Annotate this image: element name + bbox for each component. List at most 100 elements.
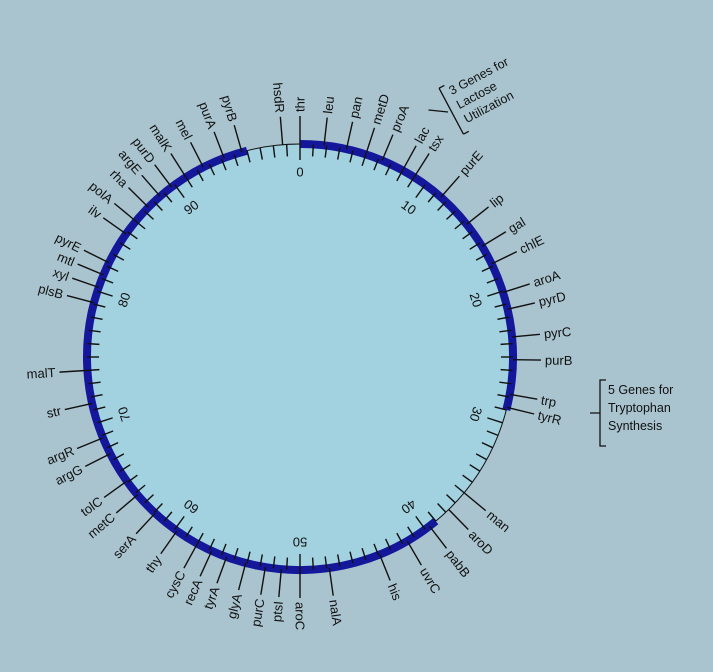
gene-label: pyrC bbox=[543, 324, 572, 342]
gene-tick bbox=[77, 438, 103, 449]
gene-tick bbox=[464, 493, 486, 511]
gene-label: polA bbox=[86, 178, 116, 206]
gene-trp: trp bbox=[510, 392, 558, 409]
gene-label: man bbox=[484, 507, 513, 535]
scale-tick bbox=[287, 144, 288, 156]
scale-tick bbox=[87, 370, 99, 371]
gene-tick bbox=[67, 296, 94, 303]
scale-tick bbox=[501, 344, 513, 345]
gene-label: ptsI bbox=[269, 600, 286, 622]
scale-tick bbox=[501, 370, 513, 371]
gene-label: purE bbox=[456, 147, 486, 178]
gene-tick bbox=[503, 284, 530, 292]
gene-tick bbox=[214, 132, 224, 158]
gene-purc: purC bbox=[248, 567, 267, 628]
gene-pabb: pabB bbox=[429, 526, 473, 580]
gene-pura: purA bbox=[196, 100, 224, 158]
gene-xyl: xyl bbox=[51, 265, 99, 288]
gene-tick bbox=[217, 557, 227, 583]
gene-tick bbox=[429, 526, 446, 548]
gene-tyrr: tyrR bbox=[507, 407, 563, 427]
gene-str: str bbox=[45, 403, 92, 421]
gene-tick bbox=[65, 403, 92, 409]
gene-chle: chlE bbox=[492, 232, 547, 264]
gene-label: glyA bbox=[224, 592, 245, 621]
annotation-connector bbox=[428, 110, 448, 112]
gene-tick bbox=[380, 555, 390, 581]
gene-label: pyrB bbox=[219, 94, 241, 124]
gene-his: his bbox=[380, 555, 405, 603]
gene-tick bbox=[407, 541, 421, 565]
gene-label: lip bbox=[487, 190, 507, 210]
gene-tick bbox=[261, 567, 266, 595]
gene-lip: lip bbox=[467, 190, 507, 224]
gene-man: man bbox=[464, 493, 513, 535]
gene-tick bbox=[116, 495, 137, 513]
gene-label: str bbox=[45, 403, 63, 421]
gene-label: plsB bbox=[37, 281, 65, 302]
gene-tick bbox=[114, 203, 136, 221]
gene-tick bbox=[279, 569, 281, 597]
scale-tick bbox=[87, 344, 99, 345]
gene-label: pan bbox=[346, 95, 365, 119]
gene-uvrc: uvrC bbox=[407, 541, 443, 596]
gene-label: purC bbox=[248, 598, 267, 628]
gene-tick bbox=[467, 207, 489, 224]
gene-label: his bbox=[385, 581, 405, 602]
gene-ptsi: ptsI bbox=[269, 569, 286, 622]
gene-tick bbox=[449, 509, 469, 529]
annotation-line: Synthesis bbox=[608, 419, 662, 433]
gene-label: hsdR bbox=[270, 82, 287, 113]
gene-pyrb: pyrB bbox=[219, 94, 242, 153]
gene-tick bbox=[104, 481, 127, 497]
gene-tick bbox=[72, 278, 98, 287]
gene-tick bbox=[366, 128, 375, 155]
gene-tick bbox=[482, 232, 506, 247]
gene-label: serA bbox=[110, 531, 139, 561]
gene-label: aroD bbox=[466, 527, 496, 558]
gene-tick bbox=[171, 154, 186, 178]
scale-tick bbox=[313, 144, 314, 156]
gene-pure: purE bbox=[441, 147, 486, 197]
scale-tick bbox=[287, 558, 288, 570]
gene-tick bbox=[346, 122, 352, 149]
gene-malt: malT bbox=[26, 365, 87, 382]
gene-pan: pan bbox=[346, 95, 365, 149]
gene-tick bbox=[78, 264, 104, 275]
gene-leu: leu bbox=[320, 95, 337, 145]
gene-label: metD bbox=[369, 92, 393, 126]
gene-tick bbox=[84, 250, 109, 262]
gene-tick bbox=[507, 407, 534, 414]
gene-label: purA bbox=[196, 100, 220, 131]
gene-pyrd: pyrD bbox=[508, 289, 568, 310]
scale-label-50: 50 bbox=[293, 535, 307, 550]
gene-label: leu bbox=[320, 95, 337, 114]
gene-tick bbox=[129, 188, 149, 208]
gene-plsb: plsB bbox=[37, 281, 94, 303]
gene-tick bbox=[200, 551, 212, 576]
gene-hsdr: hsdR bbox=[270, 82, 287, 145]
annotation-line: Tryptophan bbox=[608, 401, 671, 415]
gene-label: tyrR bbox=[536, 408, 563, 428]
gene-tick bbox=[324, 118, 327, 146]
gene-tick bbox=[239, 563, 246, 590]
gene-tick bbox=[510, 394, 538, 399]
gene-label: proA bbox=[388, 102, 413, 133]
gene-tick bbox=[191, 142, 204, 167]
gene-nala: nalA bbox=[326, 568, 344, 627]
gene-tick bbox=[85, 454, 110, 467]
gene-tick bbox=[492, 252, 517, 264]
gene-tick bbox=[155, 165, 172, 187]
gene-thr: thr bbox=[293, 96, 308, 144]
gene-label: tyrA bbox=[201, 584, 223, 611]
annotation-bracket bbox=[590, 380, 606, 446]
gene-tick bbox=[441, 176, 460, 197]
gene-tolc: tolC bbox=[78, 481, 127, 519]
gene-ilv: ilv bbox=[86, 202, 126, 234]
scale-label-0: 0 bbox=[296, 165, 303, 180]
gene-aroc: aroC bbox=[293, 570, 308, 630]
gene-aroa: aroA bbox=[503, 267, 562, 292]
gene-label: nalA bbox=[326, 599, 344, 627]
